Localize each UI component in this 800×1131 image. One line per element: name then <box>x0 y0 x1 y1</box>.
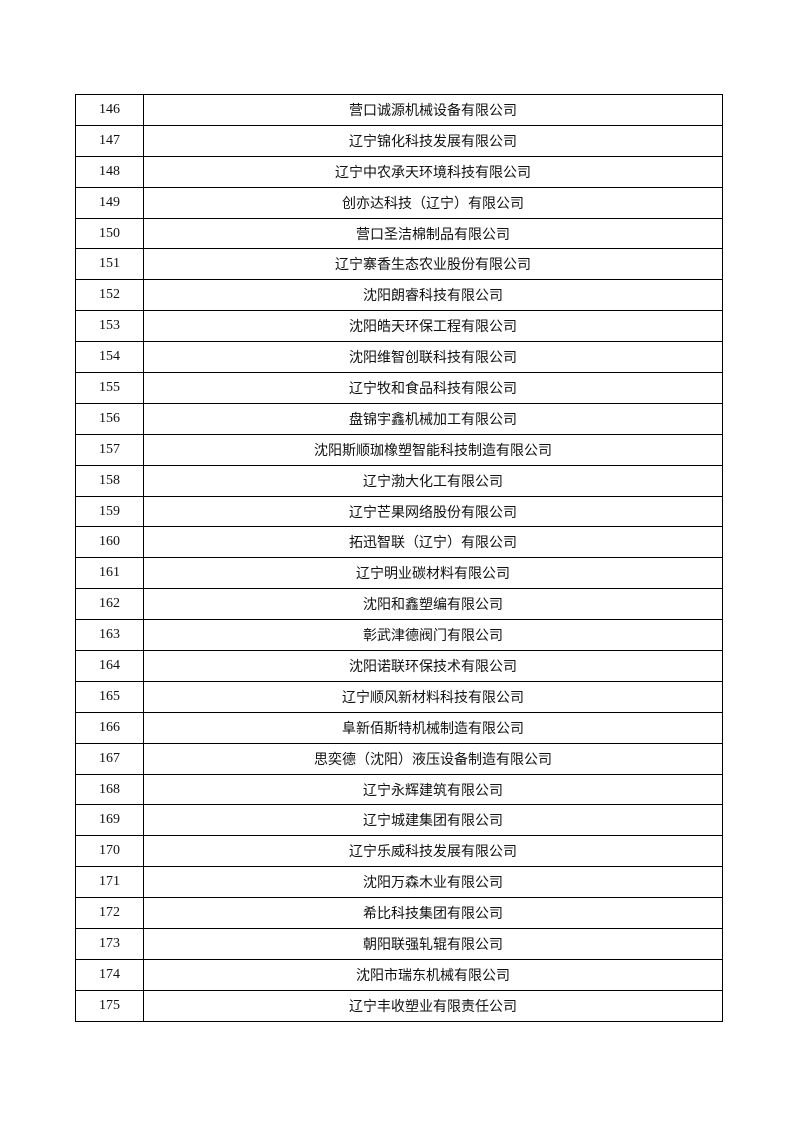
row-number: 161 <box>75 557 144 590</box>
row-number: 156 <box>75 402 144 435</box>
company-name: 沈阳朗睿科技有限公司 <box>143 279 723 312</box>
row-number: 159 <box>75 495 144 528</box>
company-name: 辽宁城建集团有限公司 <box>143 804 723 837</box>
table-row: 172 希比科技集团有限公司 <box>75 897 723 930</box>
row-number: 165 <box>75 680 144 713</box>
row-number: 152 <box>75 279 144 312</box>
company-name: 沈阳皓天环保工程有限公司 <box>143 310 723 343</box>
company-name: 希比科技集团有限公司 <box>143 897 723 930</box>
table-row: 162 沈阳和鑫塑编有限公司 <box>75 588 723 621</box>
row-number: 153 <box>75 310 144 343</box>
table-row: 170 辽宁乐威科技发展有限公司 <box>75 835 723 868</box>
company-name: 辽宁牧和食品科技有限公司 <box>143 372 723 404</box>
company-name: 彰武津德阀门有限公司 <box>143 619 723 652</box>
company-name: 营口圣洁棉制品有限公司 <box>143 217 723 250</box>
table-row: 149 创亦达科技（辽宁）有限公司 <box>75 186 723 219</box>
table-row: 147 辽宁锦化科技发展有限公司 <box>75 124 723 157</box>
row-number: 146 <box>75 94 144 126</box>
table-row: 156 盘锦宇鑫机械加工有限公司 <box>75 402 723 435</box>
table-row: 146 营口诚源机械设备有限公司 <box>75 94 723 126</box>
company-name: 沈阳斯顺珈橡塑智能科技制造有限公司 <box>143 433 723 466</box>
row-number: 169 <box>75 804 144 837</box>
company-name: 拓迅智联（辽宁）有限公司 <box>143 526 723 559</box>
table-row: 152 沈阳朗睿科技有限公司 <box>75 279 723 312</box>
company-name: 盘锦宇鑫机械加工有限公司 <box>143 402 723 435</box>
row-number: 175 <box>75 989 144 1022</box>
row-number: 154 <box>75 341 144 374</box>
company-name: 辽宁永辉建筑有限公司 <box>143 773 723 806</box>
company-name: 沈阳市瑞东机械有限公司 <box>143 958 723 991</box>
row-number: 174 <box>75 958 144 991</box>
row-number: 168 <box>75 773 144 806</box>
company-name: 阜新佰斯特机械制造有限公司 <box>143 711 723 744</box>
row-number: 150 <box>75 217 144 250</box>
row-number: 173 <box>75 928 144 960</box>
table-row: 163 彰武津德阀门有限公司 <box>75 619 723 652</box>
company-table: 146 营口诚源机械设备有限公司 147 辽宁锦化科技发展有限公司 148 辽宁中农承天环… <box>75 94 723 1022</box>
row-number: 170 <box>75 835 144 868</box>
company-name: 辽宁锦化科技发展有限公司 <box>143 124 723 157</box>
table-row: 169 辽宁城建集团有限公司 <box>75 804 723 837</box>
company-name: 辽宁渤大化工有限公司 <box>143 464 723 497</box>
row-number: 151 <box>75 248 144 281</box>
company-name: 创亦达科技（辽宁）有限公司 <box>143 186 723 219</box>
row-number: 148 <box>75 155 144 188</box>
table-row: 153 沈阳皓天环保工程有限公司 <box>75 310 723 343</box>
table-row: 155 辽宁牧和食品科技有限公司 <box>75 372 723 404</box>
row-number: 171 <box>75 866 144 899</box>
row-number: 167 <box>75 742 144 775</box>
company-name: 朝阳联强轧辊有限公司 <box>143 928 723 960</box>
company-name: 辽宁寨香生态农业股份有限公司 <box>143 248 723 281</box>
row-number: 164 <box>75 650 144 682</box>
table-row: 164 沈阳诺联环保技术有限公司 <box>75 650 723 682</box>
row-number: 160 <box>75 526 144 559</box>
table-row: 157 沈阳斯顺珈橡塑智能科技制造有限公司 <box>75 433 723 466</box>
company-name: 辽宁乐威科技发展有限公司 <box>143 835 723 868</box>
table-row: 165 辽宁顺风新材料科技有限公司 <box>75 680 723 713</box>
table-row: 167 思奕德（沈阳）液压设备制造有限公司 <box>75 742 723 775</box>
row-number: 162 <box>75 588 144 621</box>
table-row: 158 辽宁渤大化工有限公司 <box>75 464 723 497</box>
table-row: 150 营口圣洁棉制品有限公司 <box>75 217 723 250</box>
row-number: 166 <box>75 711 144 744</box>
company-name: 辽宁顺风新材料科技有限公司 <box>143 680 723 713</box>
row-number: 172 <box>75 897 144 930</box>
table-row: 168 辽宁永辉建筑有限公司 <box>75 773 723 806</box>
table-row: 159 辽宁芒果网络股份有限公司 <box>75 495 723 528</box>
table-row: 148 辽宁中农承天环境科技有限公司 <box>75 155 723 188</box>
table-row: 160 拓迅智联（辽宁）有限公司 <box>75 526 723 559</box>
row-number: 147 <box>75 124 144 157</box>
table-row: 171 沈阳万森木业有限公司 <box>75 866 723 899</box>
table-row: 154 沈阳维智创联科技有限公司 <box>75 341 723 374</box>
row-number: 149 <box>75 186 144 219</box>
company-name: 沈阳万森木业有限公司 <box>143 866 723 899</box>
company-name: 沈阳诺联环保技术有限公司 <box>143 650 723 682</box>
row-number: 155 <box>75 372 144 404</box>
table-row: 173 朝阳联强轧辊有限公司 <box>75 928 723 960</box>
company-name: 沈阳和鑫塑编有限公司 <box>143 588 723 621</box>
table-row: 151 辽宁寨香生态农业股份有限公司 <box>75 248 723 281</box>
row-number: 163 <box>75 619 144 652</box>
table-row: 174 沈阳市瑞东机械有限公司 <box>75 958 723 991</box>
company-name: 沈阳维智创联科技有限公司 <box>143 341 723 374</box>
company-name: 辽宁中农承天环境科技有限公司 <box>143 155 723 188</box>
table-row: 166 阜新佰斯特机械制造有限公司 <box>75 711 723 744</box>
table-row: 175 辽宁丰收塑业有限责任公司 <box>75 989 723 1022</box>
table-row: 161 辽宁明业碳材料有限公司 <box>75 557 723 590</box>
row-number: 158 <box>75 464 144 497</box>
company-name: 辽宁芒果网络股份有限公司 <box>143 495 723 528</box>
company-name: 思奕德（沈阳）液压设备制造有限公司 <box>143 742 723 775</box>
company-name: 营口诚源机械设备有限公司 <box>143 94 723 126</box>
row-number: 157 <box>75 433 144 466</box>
company-name: 辽宁明业碳材料有限公司 <box>143 557 723 590</box>
company-name: 辽宁丰收塑业有限责任公司 <box>143 989 723 1022</box>
